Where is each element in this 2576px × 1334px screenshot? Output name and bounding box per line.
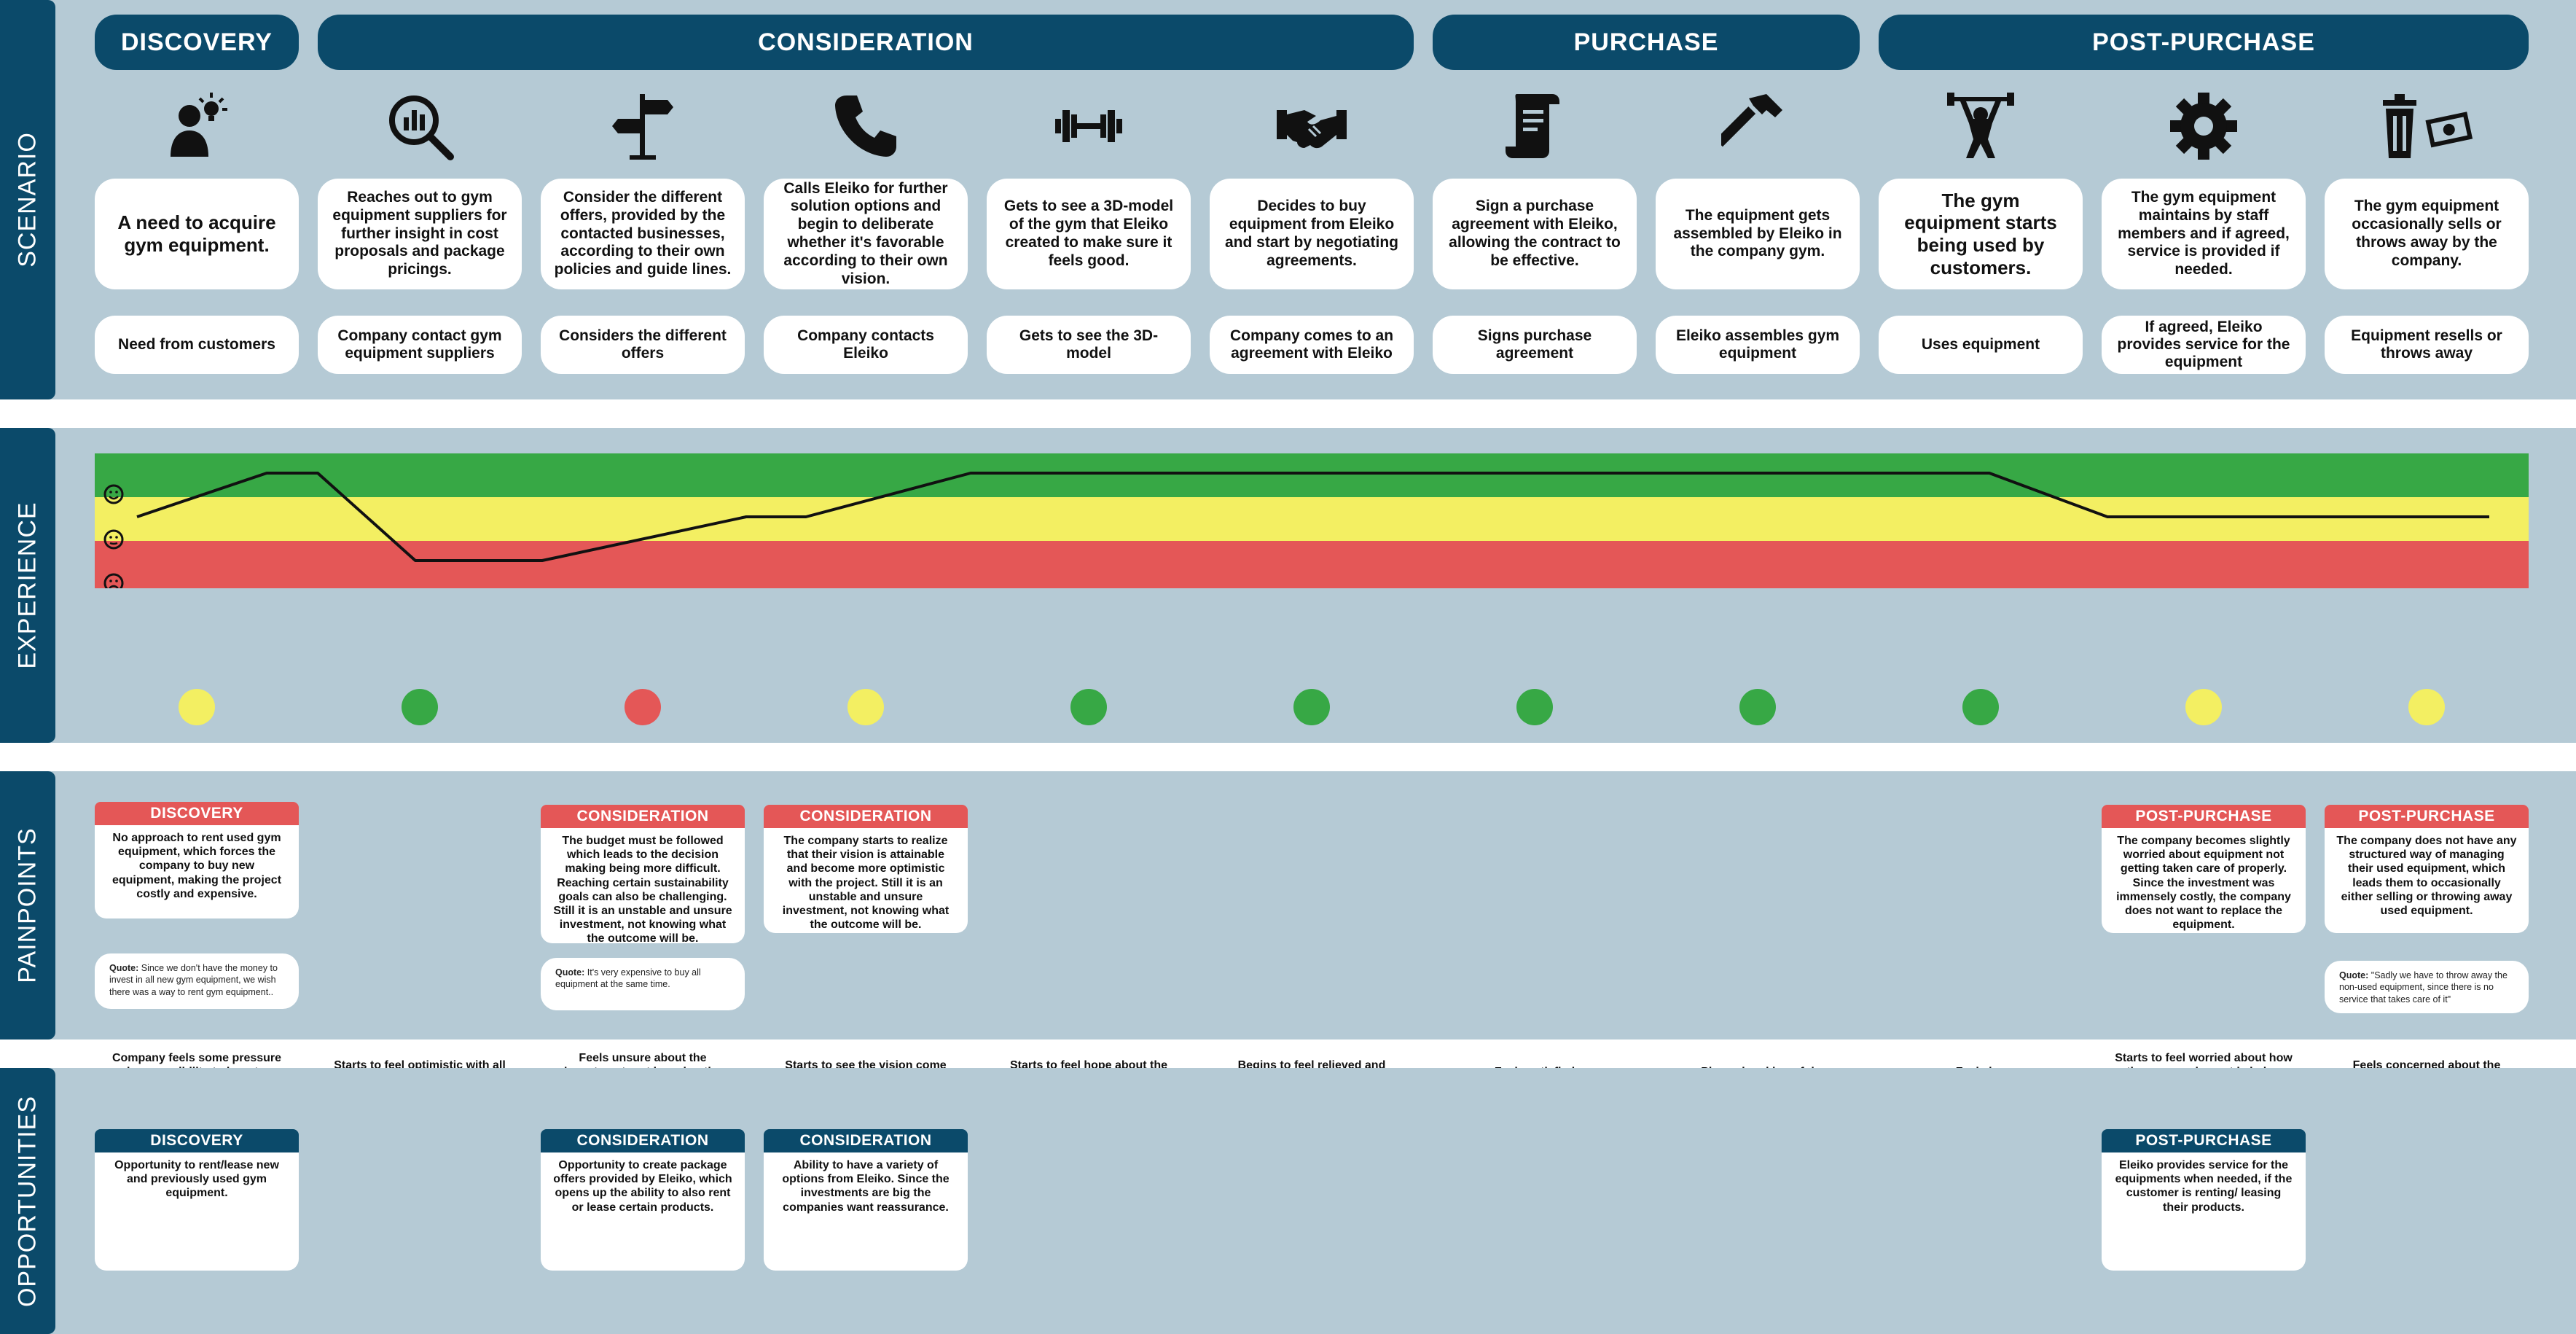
opportunity-stage-tag: CONSIDERATION <box>541 1129 745 1152</box>
painpoint-stage-tag: POST-PURCHASE <box>2102 805 2306 828</box>
stage-consideration: CONSIDERATION <box>318 15 1414 70</box>
step-summary: Equipment resells or throws away <box>2325 316 2529 374</box>
mood-indicator-sad <box>625 689 661 725</box>
mood-indicator-happy <box>1516 689 1553 725</box>
step-description: A need to acquire gym equipment. <box>95 179 299 289</box>
gear-icon <box>2102 86 2306 166</box>
experience-section: EXPERIENCE Company feels some pressure a… <box>0 428 2576 1101</box>
zone-happy <box>95 453 2529 497</box>
hammer-icon <box>1656 86 1860 166</box>
painpoint-text: The company starts to realize that their… <box>764 828 968 933</box>
opportunity-stage-tag: DISCOVERY <box>95 1129 299 1152</box>
opportunity-stage-tag: CONSIDERATION <box>764 1129 968 1152</box>
phone-icon <box>764 86 968 166</box>
magnifier-chart-icon <box>318 86 522 166</box>
opportunity-stage-tag: POST-PURCHASE <box>2102 1129 2306 1152</box>
step-description: Reaches out to gym equipment suppliers f… <box>318 179 522 289</box>
step-summary: Need from customers <box>95 316 299 374</box>
step-summary: Uses equipment <box>1879 316 2083 374</box>
step-summary: Considers the different offers <box>541 316 745 374</box>
step-description: The gym equipment occasionally sells or … <box>2325 179 2529 289</box>
painpoint-text: The company does not have any structured… <box>2325 828 2529 933</box>
painpoint-stage-tag: CONSIDERATION <box>541 805 745 828</box>
handshake-icon <box>1210 86 1414 166</box>
painpoint-quote: Quote: It's very expensive to buy all eq… <box>541 958 745 1010</box>
mood-indicator-neutral <box>847 689 884 725</box>
painpoint-text: No approach to rent used gym equipment, … <box>95 825 299 918</box>
trash-money-icon <box>2325 86 2529 166</box>
step-summary: Company comes to an agreement with Eleik… <box>1210 316 1414 374</box>
step-summary: Company contacts Eleiko <box>764 316 968 374</box>
painpoint-stage-tag: POST-PURCHASE <box>2325 805 2529 828</box>
step-summary: Company contact gym equipment suppliers <box>318 316 522 374</box>
painpoints-label: PAINPOINTS <box>0 771 55 1039</box>
experience-curve <box>136 472 2489 562</box>
mood-indicator-neutral <box>2408 689 2445 725</box>
painpoint-text: The budget must be followed which leads … <box>541 828 745 945</box>
opportunity-text: Opportunity to create package offers pro… <box>541 1152 745 1271</box>
dumbbell-icon <box>987 86 1191 166</box>
step-description: Decides to buy equipment from Eleiko and… <box>1210 179 1414 289</box>
step-description: The gym equipment maintains by staff mem… <box>2102 179 2306 289</box>
neutral-face-icon <box>103 529 124 550</box>
experience-chart <box>95 453 2529 588</box>
opportunities-label: OPPORTUNITIES <box>0 1068 55 1334</box>
zone-sad <box>95 541 2529 588</box>
sad-face-icon <box>103 573 124 588</box>
stage-discovery: DISCOVERY <box>95 15 299 70</box>
step-description: Sign a purchase agreement with Eleiko, a… <box>1433 179 1637 289</box>
mood-indicator-neutral <box>179 689 215 725</box>
scenario-section: SCENARIO DISCOVERY CONSIDERATION PURCHAS… <box>0 0 2576 399</box>
idea-person-icon <box>95 86 299 166</box>
opportunity-text: Eleiko provides service for the equipmen… <box>2102 1152 2306 1271</box>
step-description: Consider the different offers, provided … <box>541 179 745 289</box>
opportunities-section: OPPORTUNITIES DISCOVERY Opportunity to r… <box>0 1068 2576 1334</box>
weightlifter-icon <box>1879 86 2083 166</box>
opportunity-text: Opportunity to rent/lease new and previo… <box>95 1152 299 1271</box>
stage-purchase: PURCHASE <box>1433 15 1860 70</box>
step-description: Gets to see a 3D-model of the gym that E… <box>987 179 1191 289</box>
opportunity-text: Ability to have a variety of options fro… <box>764 1152 968 1271</box>
mood-indicator-neutral <box>2185 689 2222 725</box>
painpoint-stage-tag: CONSIDERATION <box>764 805 968 828</box>
step-description: The gym equipment starts being used by c… <box>1879 179 2083 289</box>
stage-post-purchase: POST-PURCHASE <box>1879 15 2529 70</box>
painpoint-text: The company becomes slightly worried abo… <box>2102 828 2306 933</box>
mood-indicator-happy <box>1070 689 1107 725</box>
painpoint-quote: Quote: Since we don't have the money to … <box>95 953 299 1009</box>
painpoint-stage-tag: DISCOVERY <box>95 802 299 825</box>
mood-indicator-happy <box>1293 689 1330 725</box>
step-summary: Gets to see the 3D-model <box>987 316 1191 374</box>
signpost-icon <box>541 86 745 166</box>
happy-face-icon <box>103 484 124 504</box>
contract-scroll-icon <box>1433 86 1637 166</box>
step-description: Calls Eleiko for further solution option… <box>764 179 968 289</box>
step-summary: Signs purchase agreement <box>1433 316 1637 374</box>
painpoint-quote: Quote: "Sadly we have to throw away the … <box>2325 961 2529 1013</box>
step-description: The equipment gets assembled by Eleiko i… <box>1656 179 1860 289</box>
experience-label: EXPERIENCE <box>0 428 55 743</box>
mood-indicator-happy <box>1962 689 1999 725</box>
step-summary: If agreed, Eleiko provides service for t… <box>2102 316 2306 374</box>
scenario-label: SCENARIO <box>0 0 55 399</box>
zone-neutral <box>95 497 2529 541</box>
step-summary: Eleiko assembles gym equipment <box>1656 316 1860 374</box>
painpoints-section: PAINPOINTS DISCOVERY No approach to rent… <box>0 771 2576 1039</box>
mood-indicator-happy <box>402 689 438 725</box>
mood-indicator-happy <box>1739 689 1776 725</box>
